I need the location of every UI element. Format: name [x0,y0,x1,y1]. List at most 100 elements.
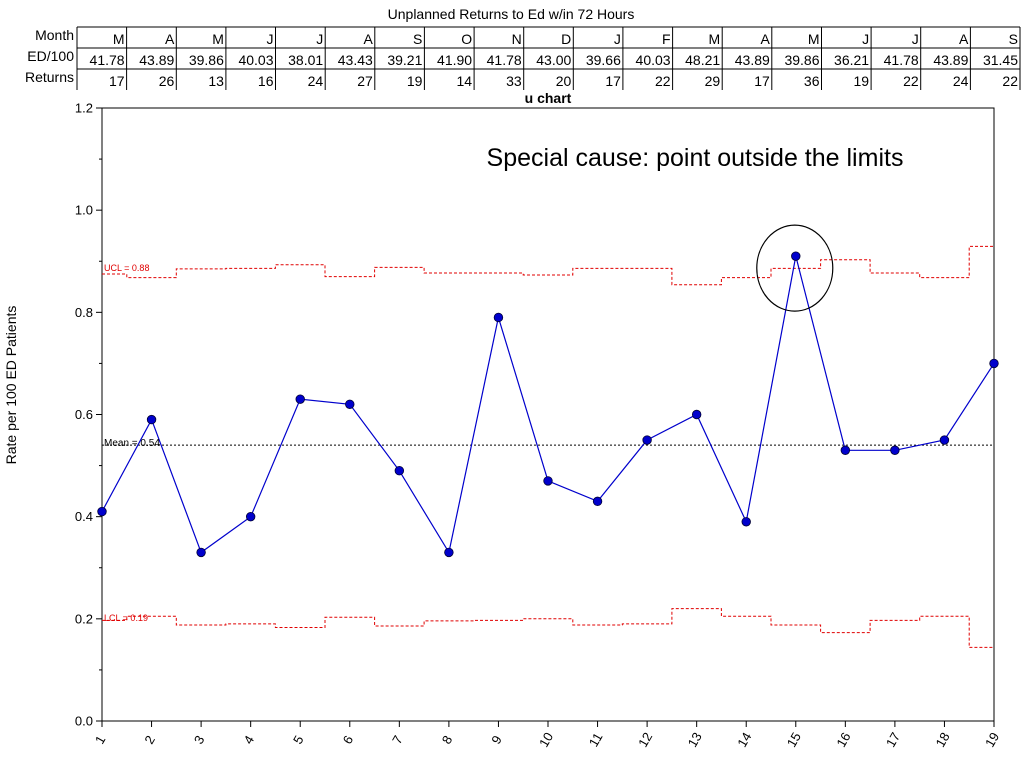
table-cell-ed-per-100: 39.66 [586,52,621,68]
table-cell-ed-per-100: 36.21 [834,52,869,68]
data-point [245,511,256,522]
y-axis-label: Rate per 100 ED Patients [3,306,19,465]
x-tick-label: 6 [340,733,357,747]
table-cell-month: J [862,31,869,47]
row-label-ed-per-100: ED/100 [27,48,74,64]
table-cell-ed-per-100: 41.78 [487,52,522,68]
data-point [890,445,900,455]
ucl-line [102,245,994,286]
table-cell-returns: 13 [208,73,224,89]
data-point [939,435,950,445]
table-cell-month: J [267,31,274,47]
data-point [989,358,999,369]
data-point [295,394,305,404]
table-cell-returns: 16 [258,73,274,89]
table-cell-ed-per-100: 39.86 [784,52,819,68]
x-tick-label: 18 [932,730,952,750]
series-line [101,255,995,555]
table-cell-month: A [959,31,969,47]
table-cell-ed-per-100: 39.86 [189,52,224,68]
y-tick-label: 0.6 [75,407,93,422]
data-point [394,465,405,476]
table-cell-returns: 36 [804,73,820,89]
table-title: Unplanned Returns to Ed w/in 72 Hours [388,6,635,22]
table-cell-returns: 17 [109,73,125,89]
table-cell-ed-per-100: 43.43 [338,52,373,68]
data-point [791,251,801,261]
y-tick-label: 0.2 [75,611,93,626]
table-cell-returns: 19 [407,73,423,89]
table-cell-month: J [912,31,919,47]
table-cell-ed-per-100: 31.45 [983,52,1018,68]
table-cell-month: J [614,31,621,47]
plot-frame [101,107,995,722]
table-cell-month: A [165,31,175,47]
x-tick-label: 7 [389,733,406,747]
data-point [840,445,851,455]
x-tick-label: 12 [635,730,655,750]
control-limits [102,245,994,648]
table-cell-month: A [363,31,373,47]
table-cell-ed-per-100: 43.89 [933,52,968,68]
table-cell-returns: 17 [605,73,621,89]
x-tick-label: 8 [439,733,456,747]
x-tick-label: 10 [536,730,556,750]
annotation-text: Special cause: point outside the limits [487,144,904,172]
table-cell-returns: 22 [1002,73,1018,89]
lcl-label: LCL = 0.19 [104,613,148,623]
data-point [642,435,652,445]
table-cell-month: F [662,31,671,47]
ucl-label: UCL = 0.88 [104,263,149,273]
x-tick-label: 3 [191,733,208,747]
y-tick-label: 1.2 [75,101,93,116]
table-cell-ed-per-100: 41.78 [90,52,125,68]
data-point [97,506,107,517]
table-cell-ed-per-100: 38.01 [288,52,323,68]
table-cell-ed-per-100: 43.89 [735,52,770,68]
y-tick-label: 0.8 [75,305,93,320]
table-cell-returns: 26 [159,73,175,89]
data-point [741,517,751,527]
table-cell-ed-per-100: 48.21 [685,52,720,68]
data-point [444,547,454,558]
data-point [345,399,355,409]
row-label-month: Month [35,27,74,43]
table-cell-returns: 19 [854,73,870,89]
table-cell-month: M [113,31,125,47]
table-cell-returns: 24 [953,73,969,89]
data-point [493,312,504,323]
table-cell-ed-per-100: 40.03 [238,52,273,68]
table-cell-month: J [316,31,323,47]
x-tick-label: 4 [240,733,257,747]
table-cell-ed-per-100: 39.21 [387,52,422,68]
axes-ticks: 0.00.20.40.60.81.01.21 2 3 4 5 6 7 8 9 10 11 12 13 14… [75,101,1002,750]
table-cell-month: M [212,31,224,47]
table-cell-ed-per-100: 43.00 [536,52,571,68]
table-cell-month: S [1009,31,1018,47]
table-cell-returns: 17 [754,73,770,89]
row-label-returns: Returns [25,69,74,85]
x-tick-label: 9 [488,733,505,747]
series-layer [97,224,999,558]
data-point [543,476,553,486]
table-cell-month: M [709,31,721,47]
table-cell-returns: 29 [705,73,721,89]
table-cell-returns: 22 [903,73,919,89]
data-point [592,496,603,507]
table-cells: M 41.78 17 A 43.89 26 M 39.86 13 J 40.03 16 J 38.01 24… [90,31,1019,89]
table-cell-returns: 27 [357,73,373,89]
lcl-line [102,608,994,648]
table-cell-month: N [512,31,522,47]
x-tick-label: 15 [784,730,804,750]
table-cell-month: M [808,31,820,47]
x-tick-label: 13 [685,730,705,750]
data-point [691,409,702,420]
table-cell-month: O [461,31,472,47]
table-cell-returns: 14 [457,73,473,89]
table-grid [76,26,1021,90]
table-cell-ed-per-100: 41.78 [884,52,919,68]
data-point [146,414,157,425]
data-point [196,547,206,558]
table-cell-month: D [561,31,571,47]
special-cause-circle [756,224,834,312]
